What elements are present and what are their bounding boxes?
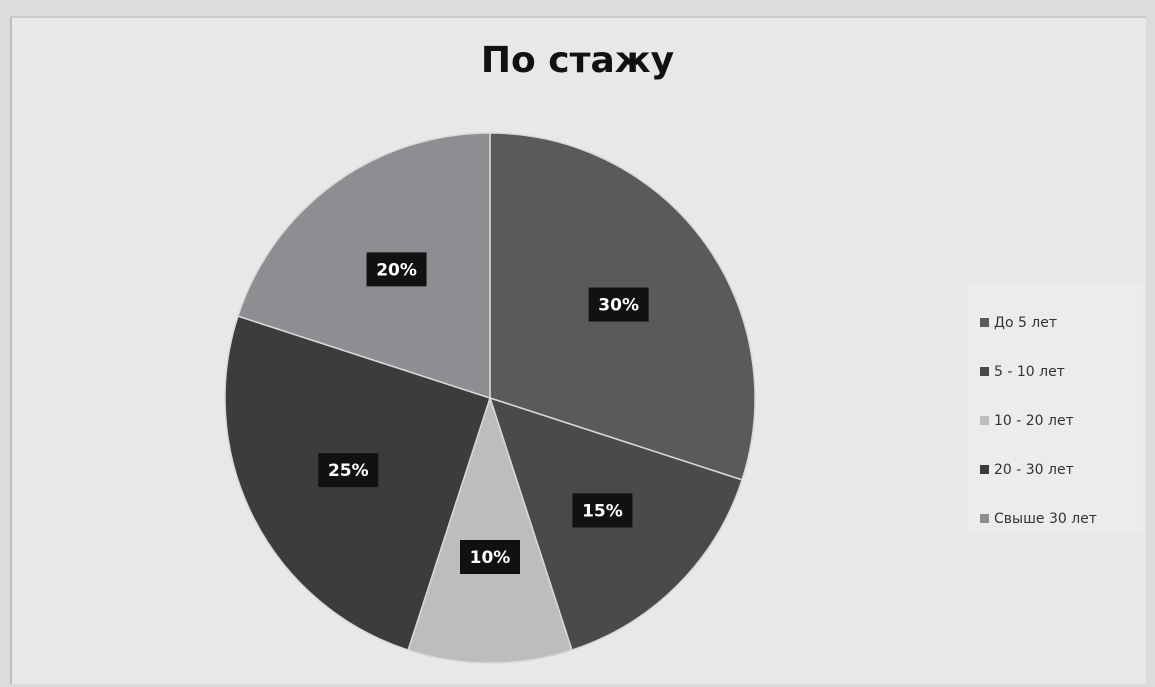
- data-label-5: 20%: [366, 252, 427, 287]
- chart-legend: До 5 лет 5 - 10 лет 10 - 20 лет 20 - 30 …: [968, 284, 1143, 532]
- pie-slices: [224, 132, 756, 664]
- legend-label: 10 - 20 лет: [994, 412, 1074, 429]
- data-label-bg: [460, 540, 520, 574]
- data-label-4: 25%: [318, 453, 379, 488]
- data-label-text: 10%: [470, 548, 511, 568]
- legend-swatch-icon: [980, 416, 989, 425]
- data-label-text: 15%: [582, 501, 623, 521]
- legend-label: 5 - 10 лет: [994, 363, 1065, 380]
- pie-slice-3: [407, 395, 573, 664]
- data-label-3: 10%: [460, 540, 520, 574]
- legend-label: Свыше 30 лет: [994, 510, 1097, 527]
- chart-title: По стажу: [480, 40, 675, 81]
- pie-data-labels: 30% 15% 10% 25% 20%: [318, 252, 649, 574]
- legend-item: 20 - 30 лет: [980, 445, 1143, 494]
- legend-item: 10 - 20 лет: [980, 396, 1143, 445]
- data-label-bg: [572, 493, 633, 528]
- data-label-bg: [366, 252, 427, 287]
- data-label-2: 15%: [572, 493, 633, 528]
- legend-item: 5 - 10 лет: [980, 347, 1143, 396]
- data-label-text: 20%: [376, 260, 417, 280]
- data-label-bg: [318, 453, 379, 488]
- legend-label: До 5 лет: [994, 314, 1058, 331]
- legend-item: До 5 лет: [980, 298, 1143, 347]
- legend-item: Свыше 30 лет: [980, 494, 1143, 543]
- data-label-1: 30%: [588, 287, 649, 322]
- data-label-text: 25%: [328, 461, 369, 481]
- legend-label: 20 - 30 лет: [994, 461, 1074, 478]
- legend-swatch-icon: [980, 514, 989, 523]
- pie-slice-5: [237, 132, 491, 400]
- legend-swatch-icon: [980, 367, 989, 376]
- data-label-text: 30%: [598, 296, 639, 316]
- legend-swatch-icon: [980, 318, 989, 327]
- legend-swatch-icon: [980, 465, 989, 474]
- data-label-bg: [588, 287, 649, 322]
